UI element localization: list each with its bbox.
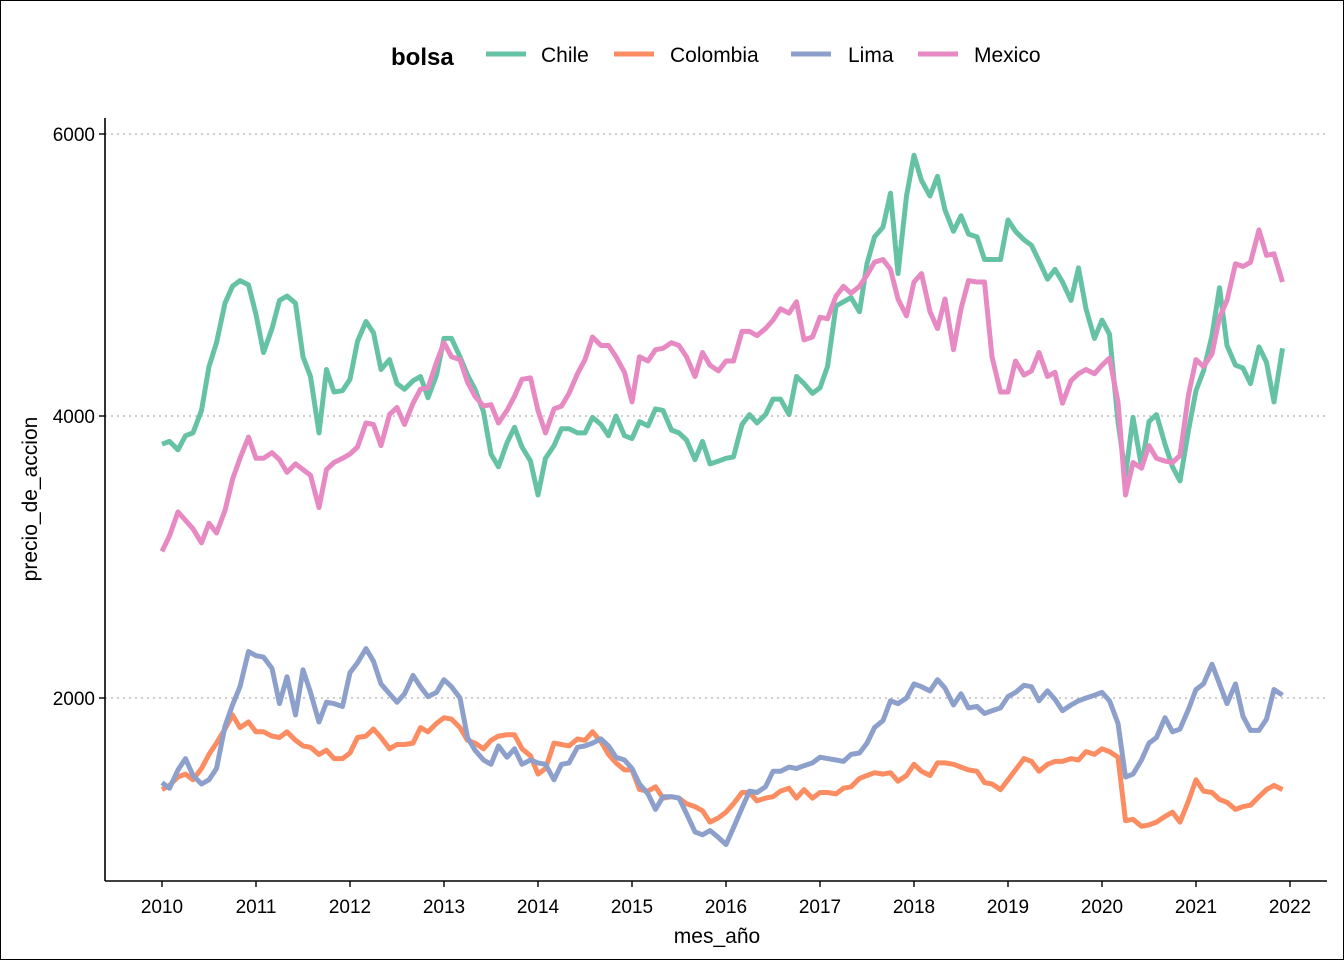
series-line-chile: [161, 152, 1285, 498]
x-tick-label: 2013: [423, 897, 465, 918]
legend-label-chile: Chile: [541, 44, 589, 67]
x-tick-label: 2017: [799, 897, 841, 918]
y-tick-label: 6000: [53, 125, 95, 146]
legend-label-lima: Lima: [848, 44, 894, 67]
x-tick-label: 2022: [1269, 897, 1311, 918]
legend: bolsa Chile Colombia Lima Mexico: [391, 44, 1041, 71]
y-tick-label: 2000: [53, 689, 95, 710]
x-tick-label: 2012: [329, 897, 371, 918]
x-axis-ticks: 2010 2011 2012 2013 2014 2015 2016 2017 2018 2019…: [141, 881, 1311, 918]
legend-title: bolsa: [391, 44, 454, 71]
legend-label-colombia: Colombia: [670, 44, 759, 67]
y-axis-title: precio_de_accion: [19, 417, 42, 582]
series-line-colombia: [160, 712, 1284, 829]
series-line-lima: [160, 646, 1284, 848]
axes: 2010 2011 2012 2013 2014 2015 2016 2017 2018 2019…: [53, 118, 1327, 918]
y-tick-label: 4000: [53, 407, 95, 428]
legend-label-mexico: Mexico: [974, 44, 1041, 67]
series-lines: [159, 152, 1285, 848]
x-tick-label: 2021: [1175, 897, 1217, 918]
y-axis-ticks: 2000 4000 6000: [53, 125, 105, 710]
x-tick-label: 2015: [611, 897, 653, 918]
x-tick-label: 2019: [987, 897, 1029, 918]
x-tick-label: 2014: [517, 897, 560, 918]
x-tick-label: 2020: [1081, 897, 1123, 918]
x-axis-title: mes_año: [674, 925, 760, 948]
gridlines: [105, 133, 1327, 699]
x-tick-label: 2016: [705, 897, 747, 918]
x-tick-label: 2010: [141, 897, 183, 918]
series-line-mexico: [159, 227, 1285, 553]
x-tick-label: 2011: [236, 897, 277, 918]
x-tick-label: 2018: [893, 897, 935, 918]
